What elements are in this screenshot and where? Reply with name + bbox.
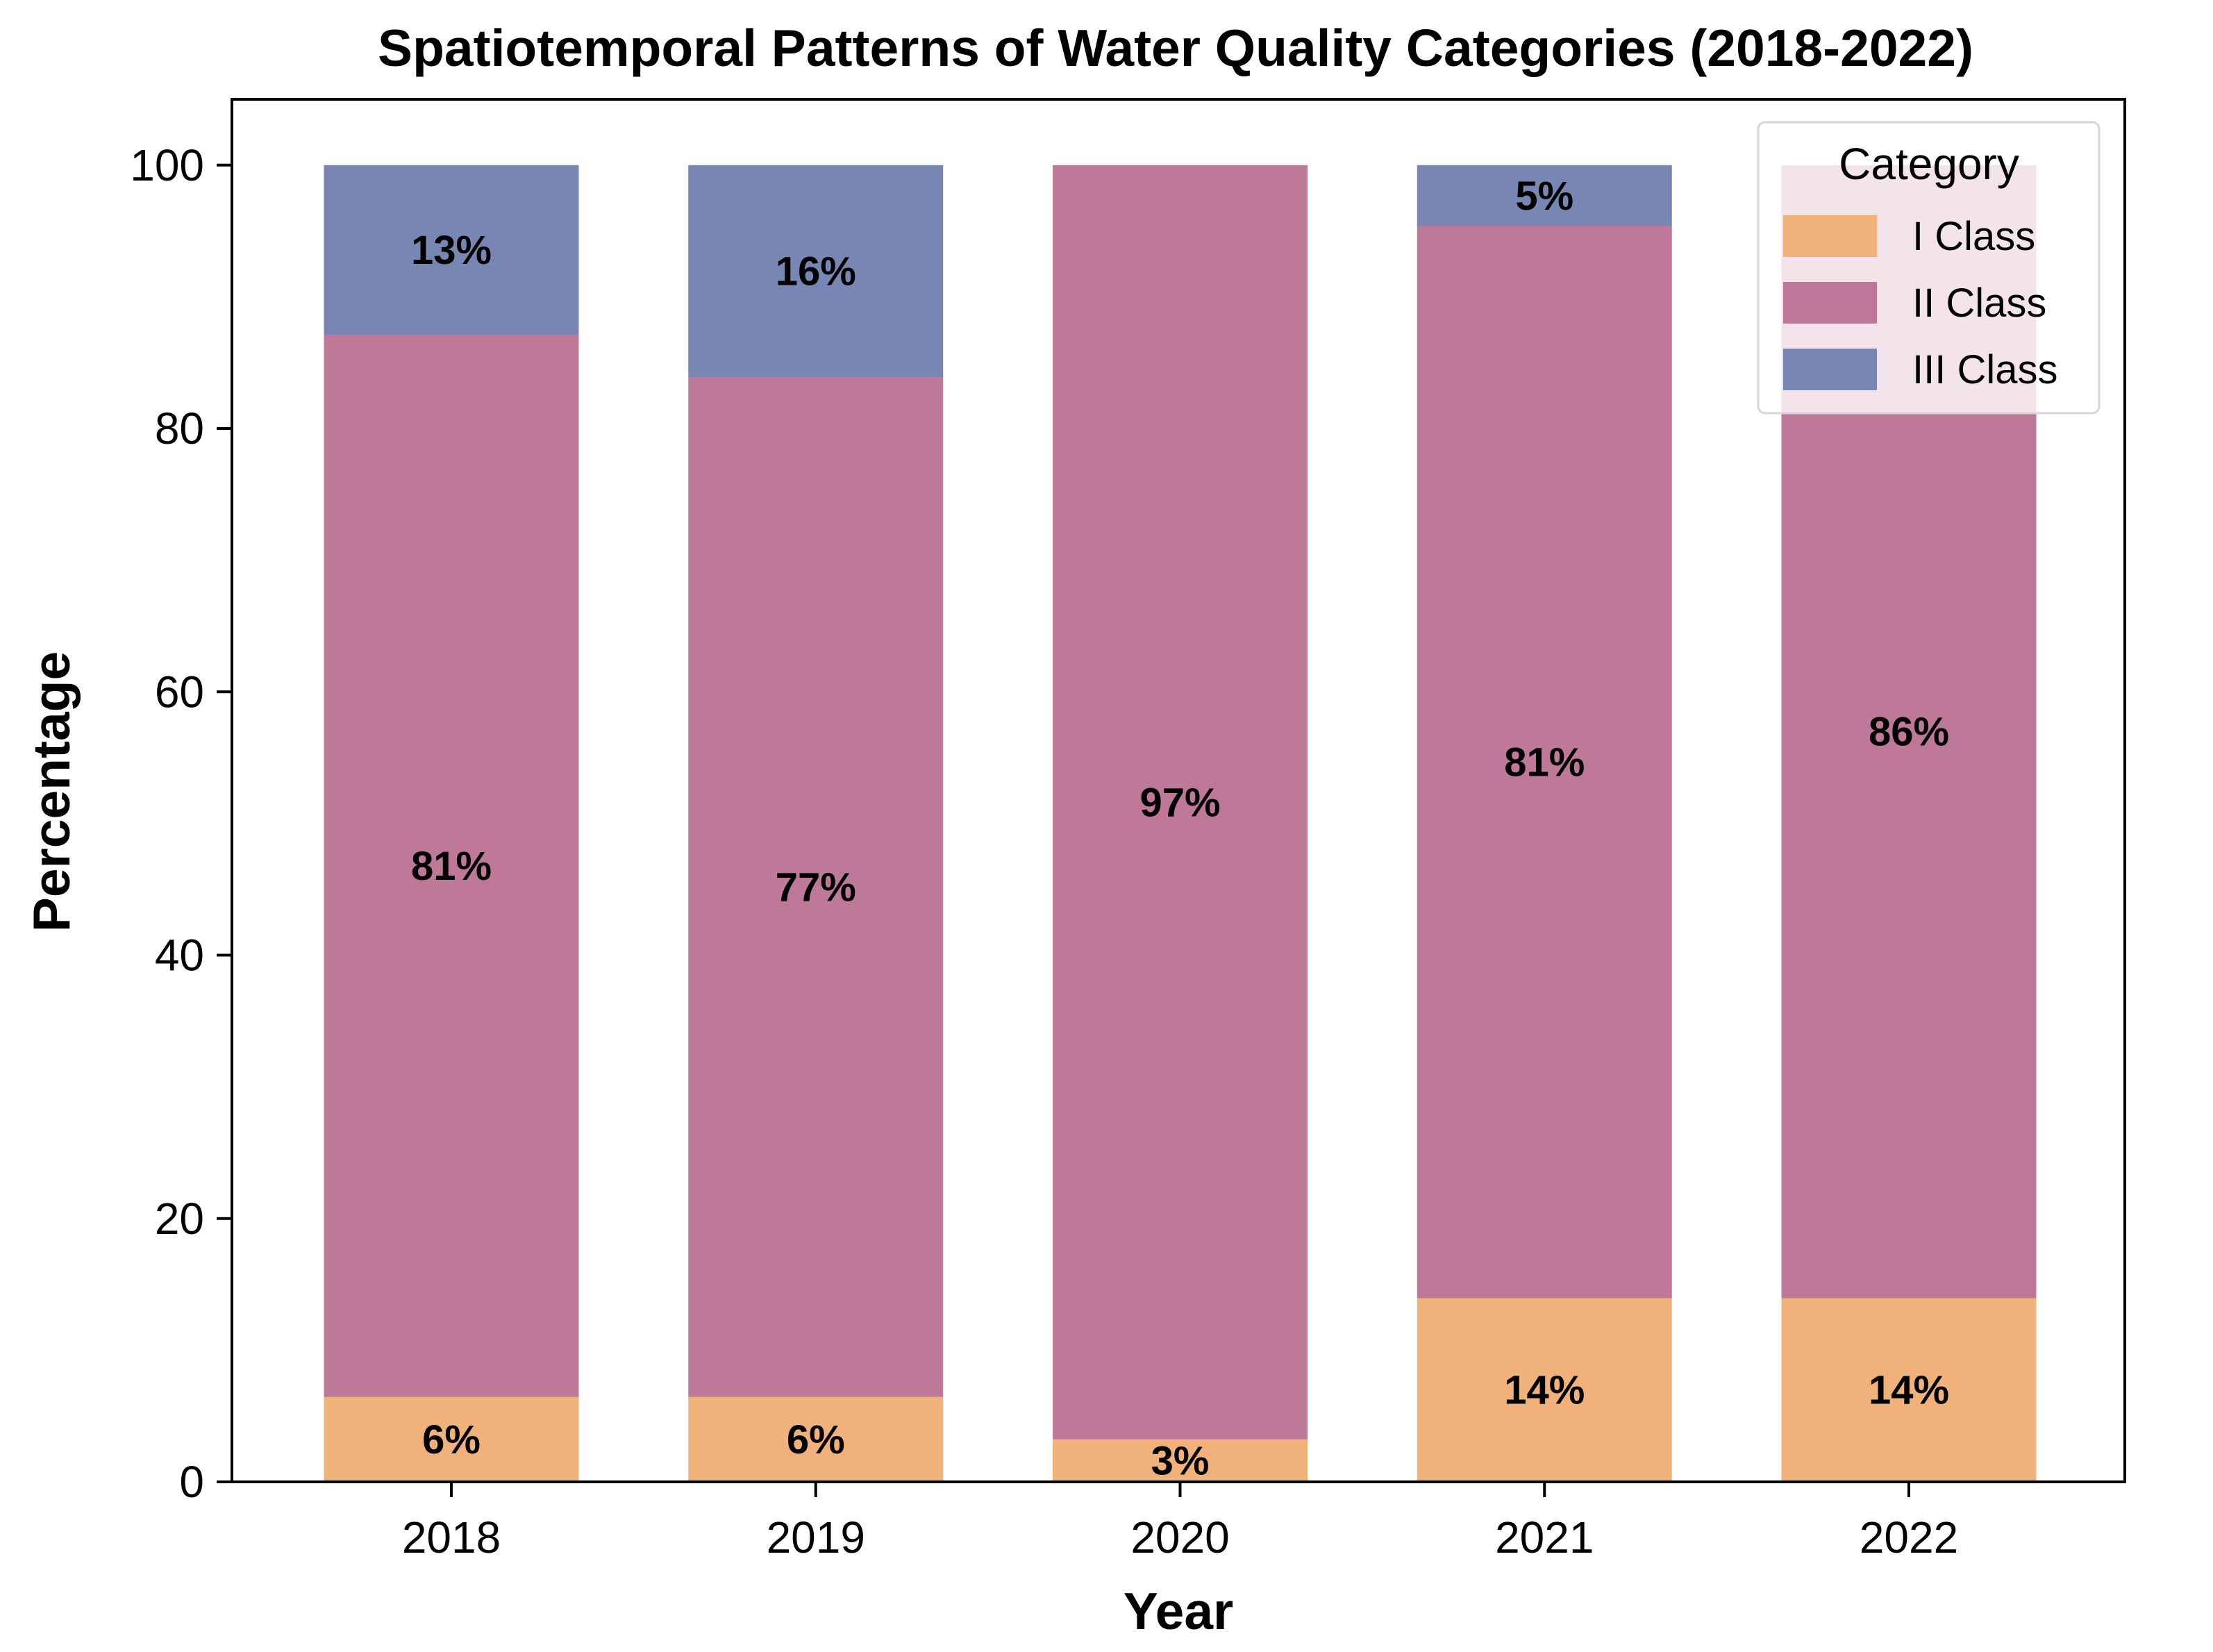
data-label-iii-class-2018: 13%	[411, 228, 492, 273]
data-label-ii-class-2021: 81%	[1504, 740, 1585, 785]
data-label-i-class-2022: 14%	[1869, 1368, 1949, 1413]
data-label-i-class-2021: 14%	[1504, 1368, 1585, 1413]
legend-label-ii-class: II Class	[1912, 281, 2046, 326]
legend-swatch-iii-class	[1783, 349, 1877, 390]
y-tick-label: 80	[155, 403, 204, 453]
legend-swatch-i-class	[1783, 215, 1877, 257]
data-label-iii-class-2019: 16%	[776, 249, 856, 294]
bar-i-class-2021	[1417, 1298, 1672, 1482]
bar-ii-class-2020	[1053, 165, 1308, 1440]
bar-iii-class-2021	[1417, 165, 1672, 226]
bar-iii-class-2018	[324, 165, 579, 335]
data-label-ii-class-2022: 86%	[1869, 710, 1949, 755]
x-tick-label: 2020	[1130, 1512, 1229, 1562]
bar-i-class-2018	[324, 1396, 579, 1482]
data-label-ii-class-2020: 97%	[1139, 780, 1220, 825]
bar-i-class-2022	[1781, 1298, 2037, 1482]
x-tick-label: 2018	[402, 1512, 501, 1562]
y-tick-label: 40	[155, 931, 204, 981]
data-label-i-class-2020: 3%	[1151, 1438, 1210, 1483]
data-label-i-class-2018: 6%	[422, 1417, 481, 1462]
data-label-ii-class-2018: 81%	[411, 844, 492, 889]
chart-title: Spatiotemporal Patterns of Water Quality…	[378, 19, 1973, 77]
y-axis-label: Percentage	[22, 651, 81, 932]
legend-label-iii-class: III Class	[1912, 347, 2058, 392]
bar-i-class-2020	[1053, 1439, 1308, 1482]
plot-frame	[231, 98, 2126, 1483]
data-label-ii-class-2019: 77%	[776, 865, 856, 910]
y-tick-label: 0	[179, 1457, 204, 1507]
plot-area: 6% 81% 13% 6% 77% 16% 3% 97% 14% 81% 5% 14% 86%	[324, 165, 2037, 1483]
data-label-iii-class-2021: 5%	[1515, 174, 1573, 219]
bar-ii-class-2021	[1417, 226, 1672, 1299]
x-axis-label: Year	[1124, 1582, 1234, 1640]
y-tick-label: 20	[155, 1194, 204, 1244]
y-tick-label: 60	[155, 667, 204, 717]
legend-label-i-class: I Class	[1912, 214, 2035, 259]
legend-frame	[1757, 121, 2101, 415]
legend-swatch-ii-class	[1783, 282, 1877, 324]
x-axis: 2018 2019 2020 2021 2022	[402, 1482, 1958, 1562]
x-tick-label: 2021	[1495, 1512, 1594, 1562]
bar-ii-class-2019	[688, 377, 944, 1397]
y-axis: 0 20 40 60 80 100	[130, 140, 232, 1507]
legend-title: Category	[1839, 139, 2019, 189]
y-tick-label: 100	[130, 140, 204, 190]
x-tick-label: 2022	[1860, 1512, 1958, 1562]
data-label-i-class-2019: 6%	[787, 1417, 845, 1462]
bar-ii-class-2018	[324, 335, 579, 1397]
legend: Category I Class II Class III Class	[1757, 121, 2101, 415]
bar-i-class-2019	[688, 1396, 944, 1482]
x-tick-label: 2019	[767, 1512, 865, 1562]
bar-iii-class-2019	[688, 165, 944, 378]
